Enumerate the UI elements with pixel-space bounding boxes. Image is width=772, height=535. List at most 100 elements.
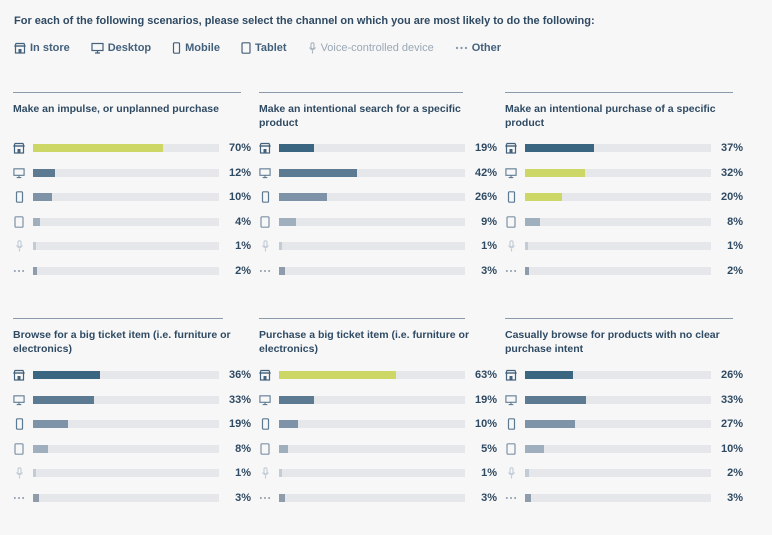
desktop-icon [259,167,271,179]
bar [33,371,100,379]
microphone-icon [505,240,517,252]
tablet-icon [259,442,271,455]
bar-row-in-store: 37% [505,141,743,155]
bar-row-mobile: 10% [259,417,497,431]
bar-track [525,144,711,152]
bar-track [279,266,465,275]
bar-row-desktop: 33% [505,393,743,407]
legend-item-other: Other [455,42,501,54]
dots-icon [13,265,25,277]
bar-value-label: 1% [727,240,743,252]
bar-value-label: 32% [720,166,743,179]
dots-icon [259,265,271,277]
desktop-icon [505,167,517,179]
bar [279,444,288,453]
microphone-icon [259,240,271,252]
bar-row-desktop: 33% [13,393,251,407]
bar-row-tablet: 4% [13,215,251,229]
mobile-icon [173,42,181,54]
legend-label: Other [471,42,502,54]
bar-row-voice: 1% [505,239,743,253]
bar-track [279,193,465,201]
bar-track [525,266,711,275]
bar-value-label: 70% [228,142,251,154]
chart-panel: Casually browse for products with no cle… [505,318,743,504]
tablet-icon [259,215,271,228]
bar-value-label: 3% [481,491,497,504]
desktop-icon [91,42,104,54]
bar-value-label: 10% [228,191,251,203]
bar [33,469,36,477]
legend-item-tablet: Tablet [241,42,287,54]
bar-track [33,266,219,275]
bar-track [33,242,219,250]
bar-value-label: 2% [727,264,743,277]
bar-value-label: 26% [720,369,743,381]
legend-item-in-store: In store [14,42,70,54]
bar-row-in-store: 63% [259,368,497,382]
bar-track [525,493,711,502]
bar [33,266,37,275]
bar [279,168,357,177]
bar-row-desktop: 42% [259,166,497,180]
store-icon [13,369,25,381]
bar-track [525,168,711,177]
bar-track [279,242,465,250]
bar-value-label: 1% [235,467,251,479]
chart-title: Make an intentional purchase of a specif… [505,103,716,129]
bar [525,420,575,428]
bar [33,168,55,177]
bar [279,242,282,250]
bar-row-in-store: 26% [505,368,743,382]
legend-label: Desktop [107,42,152,54]
bar-row-tablet: 8% [505,215,743,229]
bar-row-other: 2% [505,264,743,278]
bar-track [279,420,465,428]
bar-value-label: 9% [481,215,497,228]
panel-divider [505,318,733,319]
bar-track [279,371,465,379]
bar-track [525,444,711,453]
bar-row-desktop: 19% [259,393,497,407]
bar-value-label: 36% [228,369,251,381]
desktop-icon [13,394,25,406]
bar-value-label: 26% [474,191,497,203]
bar-value-label: 37% [720,142,743,154]
chart-panel: Make an intentional purchase of a specif… [505,92,743,277]
bar-track [279,493,465,502]
chart-panel: Make an impulse, or unplanned purchase 70… [13,92,251,277]
tablet-icon [13,215,25,228]
bar [279,217,296,226]
bar [279,193,327,201]
mobile-icon [505,191,517,203]
bar-row-mobile: 27% [505,417,743,431]
bar-row-other: 3% [13,491,251,505]
bar-value-label: 10% [474,418,497,430]
bar-value-label: 4% [235,215,251,228]
bar [279,144,314,152]
legend-item-voice: Voice-controlled device [308,42,434,54]
bar [525,193,562,201]
store-icon [14,42,26,54]
dots-icon [505,492,517,504]
legend-item-mobile: Mobile [172,42,220,54]
bar-row-mobile: 10% [13,190,251,204]
page-title: For each of the following scenarios, ple… [14,15,595,27]
microphone-icon [505,467,517,479]
store-icon [505,142,517,154]
bar-row-voice: 1% [13,239,251,253]
panel-divider [13,92,241,93]
tablet-icon [505,215,517,228]
bar-track [279,444,465,453]
bar-row-tablet: 9% [259,215,497,229]
bar-value-label: 42% [474,166,497,179]
bar-row-other: 3% [259,264,497,278]
chart-title: Casually browse for products with no cle… [505,329,720,355]
bar [279,395,314,404]
bar-track [279,395,465,404]
bar-track [279,217,465,226]
tablet-icon [13,442,25,455]
bar-track [33,420,219,428]
chart-title: Make an impulse, or unplanned purchase [13,103,219,115]
chart-title: Browse for a big ticket item (i.e. furni… [13,329,231,355]
